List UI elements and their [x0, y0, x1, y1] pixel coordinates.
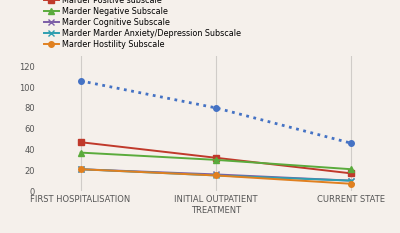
- Legend: PANSS Total, Marder Positive subscale, Marder Negative Subscale, Marder Cognitiv: PANSS Total, Marder Positive subscale, M…: [44, 0, 241, 49]
